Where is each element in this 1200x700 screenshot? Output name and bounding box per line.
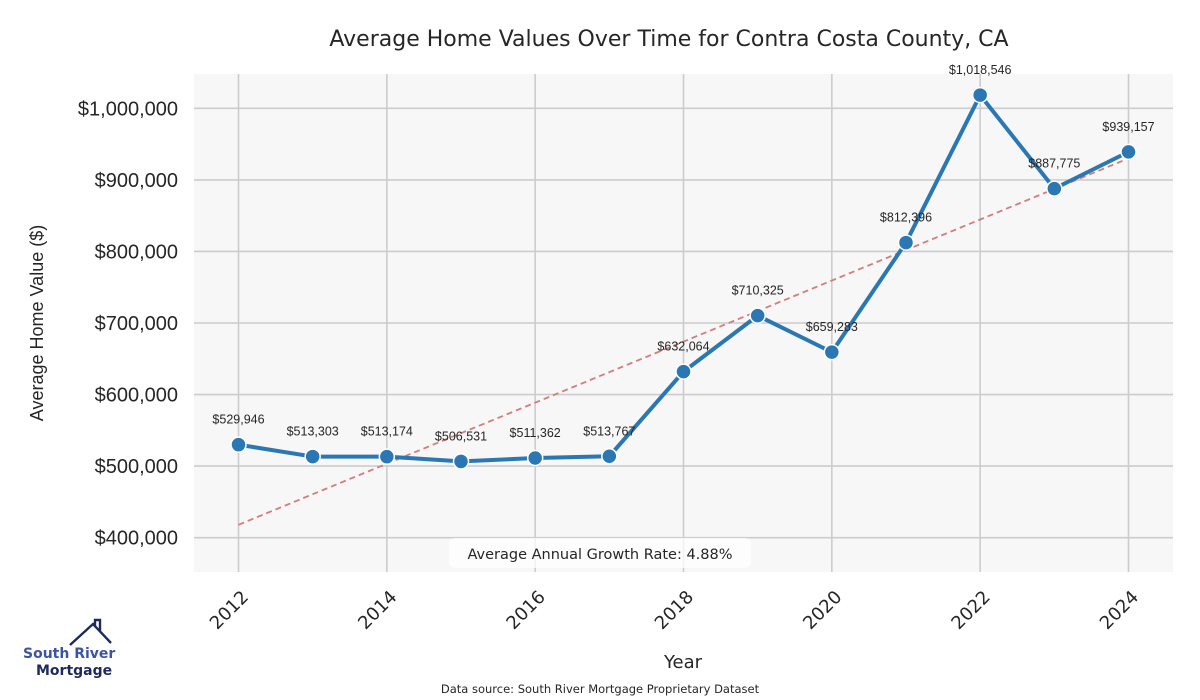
y-tick-label: $900,000 bbox=[95, 170, 178, 192]
data-label: $812,396 bbox=[880, 211, 932, 225]
data-point bbox=[749, 307, 766, 324]
data-point bbox=[378, 448, 396, 465]
data-label: $939,157 bbox=[1102, 120, 1154, 134]
logo-text-line1: South River bbox=[23, 646, 115, 662]
x-tick-label: 2020 bbox=[799, 587, 846, 634]
data-point bbox=[230, 436, 247, 453]
data-point bbox=[526, 449, 544, 467]
y-tick-label: $700,000 bbox=[95, 313, 178, 335]
y-tick-label: $600,000 bbox=[95, 385, 178, 407]
y-tick-label: $500,000 bbox=[95, 456, 178, 478]
data-point bbox=[1120, 143, 1137, 161]
data-label: $513,767 bbox=[583, 424, 635, 438]
data-point bbox=[675, 363, 692, 380]
logo-text-line2: Mortgage bbox=[36, 663, 112, 679]
x-tick-label: 2016 bbox=[502, 587, 549, 634]
data-point bbox=[601, 448, 618, 465]
y-tick-label: $400,000 bbox=[95, 528, 178, 550]
data-point bbox=[452, 453, 470, 470]
data-point bbox=[897, 234, 915, 251]
x-tick-label: 2022 bbox=[947, 587, 994, 634]
x-axis-label: Year bbox=[663, 652, 703, 673]
x-tick-label: 2012 bbox=[206, 587, 253, 634]
data-point bbox=[1046, 180, 1063, 197]
data-point bbox=[823, 343, 841, 361]
logo: South River Mortgage bbox=[23, 618, 115, 679]
x-tick-label: 2024 bbox=[1096, 587, 1143, 634]
data-point bbox=[971, 86, 989, 104]
data-label: $513,174 bbox=[361, 425, 413, 439]
data-labels: $529,946 $513,303 $513,174 $506,531 $511,362… bbox=[212, 63, 1154, 443]
house-roof-icon bbox=[69, 618, 112, 646]
data-label: $887,775 bbox=[1028, 157, 1080, 171]
data-source: Data source: South River Mortgage Propri… bbox=[441, 682, 760, 696]
y-tick-label: $1,000,000 bbox=[78, 98, 178, 120]
data-label: $506,531 bbox=[435, 429, 487, 443]
data-label: $659,283 bbox=[806, 320, 858, 334]
chart-title: Average Home Values Over Time for Contra… bbox=[329, 27, 1008, 52]
y-tick-label: $800,000 bbox=[95, 241, 178, 263]
growth-rate-annotation: Average Annual Growth Rate: 4.88% bbox=[449, 538, 751, 568]
y-tick-labels: $400,000 $500,000 $600,000 $700,000 $800,000… bbox=[78, 98, 178, 549]
data-label: $529,946 bbox=[212, 413, 264, 427]
x-tick-label: 2018 bbox=[651, 587, 698, 634]
data-label: $513,303 bbox=[287, 425, 339, 439]
data-point bbox=[304, 448, 321, 465]
data-label: $632,064 bbox=[657, 340, 709, 354]
x-tick-labels: 2012 2014 2016 2018 2020 2022 2024 bbox=[206, 587, 1143, 634]
data-points bbox=[230, 86, 1137, 470]
data-label: $511,362 bbox=[510, 426, 561, 440]
data-label: $1,018,546 bbox=[949, 63, 1012, 77]
y-axis-label: Average Home Value ($) bbox=[27, 225, 47, 421]
x-tick-label: 2014 bbox=[354, 587, 401, 634]
data-label: $710,325 bbox=[732, 284, 784, 298]
growth-rate-text: Average Annual Growth Rate: 4.88% bbox=[467, 547, 732, 563]
x-gridlines bbox=[237, 74, 1130, 572]
growth-rate-box bbox=[449, 538, 751, 568]
